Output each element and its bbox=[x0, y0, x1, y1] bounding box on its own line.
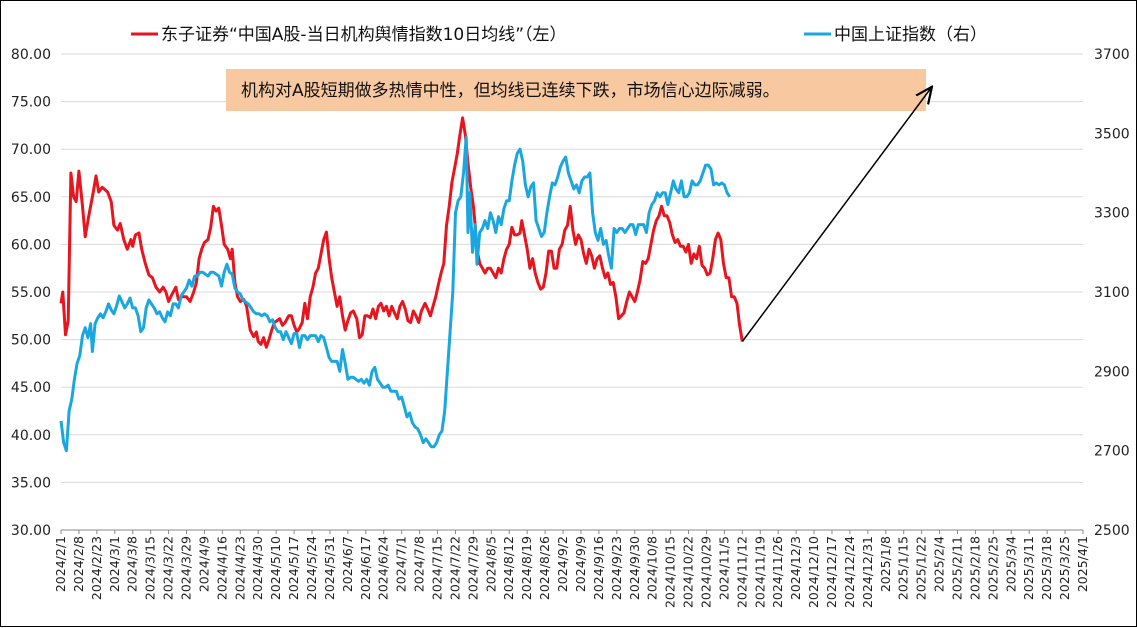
x-tick-label: 2025/2/25 bbox=[985, 536, 1000, 600]
x-tick-label: 2024/6/24 bbox=[376, 536, 391, 600]
x-tick-label: 2024/4/30 bbox=[250, 536, 265, 600]
right-tick-label: 3300 bbox=[1094, 206, 1130, 222]
right-tick-label: 3500 bbox=[1094, 126, 1130, 142]
x-tick-label: 2024/11/5 bbox=[716, 536, 731, 600]
x-tick-label: 2024/7/15 bbox=[430, 536, 445, 600]
right-tick-label: 2900 bbox=[1094, 364, 1130, 380]
legend-label-right-series: 中国上证指数（右） bbox=[834, 25, 987, 45]
x-tick-label: 2024/3/1 bbox=[107, 536, 122, 592]
x-tick-label: 2024/6/17 bbox=[358, 536, 373, 600]
x-tick-label: 2024/12/31 bbox=[860, 536, 875, 608]
left-tick-label: 70.00 bbox=[11, 142, 51, 158]
x-tick-label: 2025/2/11 bbox=[949, 536, 964, 600]
x-tick-label: 2025/2/18 bbox=[967, 536, 982, 600]
x-tick-label: 2024/10/8 bbox=[645, 536, 660, 600]
x-tick-label: 2025/1/15 bbox=[896, 536, 911, 600]
x-tick-label: 2025/3/25 bbox=[1057, 536, 1072, 600]
left-tick-label: 60.00 bbox=[11, 237, 51, 253]
right-tick-label: 3100 bbox=[1094, 285, 1130, 301]
x-tick-label: 2024/11/12 bbox=[734, 536, 749, 608]
x-tick-label: 2024/5/10 bbox=[268, 536, 283, 600]
left-tick-label: 35.00 bbox=[11, 475, 51, 491]
x-tick-label: 2024/9/16 bbox=[591, 536, 606, 600]
x-tick-label: 2024/11/26 bbox=[770, 536, 785, 608]
x-tick-label: 2024/9/23 bbox=[609, 536, 624, 600]
left-tick-label: 50.00 bbox=[11, 333, 51, 349]
legend-label-left-series: 东子证券“中国A股-当日机构舆情指数10日均线”（左） bbox=[161, 25, 567, 45]
right-tick-label: 2700 bbox=[1094, 444, 1130, 460]
series-line-sentiment-index bbox=[59, 116, 744, 349]
left-tick-label: 45.00 bbox=[11, 380, 51, 396]
x-tick-label: 2024/9/9 bbox=[573, 536, 588, 592]
right-tick-label: 2500 bbox=[1094, 523, 1130, 539]
x-tick-label: 2024/3/29 bbox=[179, 536, 194, 600]
left-tick-label: 55.00 bbox=[11, 285, 51, 301]
x-tick-label: 2025/3/18 bbox=[1039, 536, 1054, 600]
x-tick-label: 2024/3/22 bbox=[161, 536, 176, 600]
x-tick-label: 2024/5/24 bbox=[304, 536, 319, 600]
x-tick-label: 2025/1/8 bbox=[878, 536, 893, 592]
x-tick-label: 2024/11/19 bbox=[752, 536, 767, 608]
left-axis: 30.00 35.00 40.00 45.00 50.00 55.00 60.00 65.00… bbox=[11, 47, 51, 539]
x-tick-label: 2024/12/17 bbox=[824, 536, 839, 608]
x-axis: 2024/2/1 2024/2/8 2024/2/23 2024/3/1 2024/3/… bbox=[53, 530, 1090, 608]
left-tick-label: 65.00 bbox=[11, 190, 51, 206]
left-tick-label: 30.00 bbox=[11, 523, 51, 539]
x-tick-label: 2024/10/29 bbox=[698, 536, 713, 608]
series-line-shanghai-index bbox=[59, 135, 732, 453]
left-tick-label: 75.00 bbox=[11, 95, 51, 111]
series-lines bbox=[59, 116, 744, 453]
x-tick-label: 2024/7/29 bbox=[465, 536, 480, 600]
x-tick-label: 2024/8/26 bbox=[537, 536, 552, 600]
annotation-text: 机构对A股短期做多热情中性，但均线已连续下跌，市场信心边际减弱。 bbox=[241, 81, 780, 101]
annotation-box bbox=[226, 69, 926, 111]
x-tick-label: 2024/5/17 bbox=[286, 536, 301, 600]
left-tick-label: 80.00 bbox=[11, 47, 51, 63]
x-tick-label: 2024/3/8 bbox=[125, 536, 140, 592]
x-tick-label: 2024/2/1 bbox=[53, 536, 68, 592]
x-tick-label: 2024/2/8 bbox=[71, 536, 86, 592]
x-tick-label: 2024/2/23 bbox=[89, 536, 104, 600]
x-tick-label: 2024/7/8 bbox=[412, 536, 427, 592]
x-tick-label: 2025/4/1 bbox=[1075, 536, 1090, 592]
x-tick-label: 2024/9/2 bbox=[555, 536, 570, 592]
x-tick-label: 2024/8/12 bbox=[501, 536, 516, 600]
annotation-arrow bbox=[741, 88, 931, 342]
x-tick-label: 2025/2/4 bbox=[932, 536, 947, 592]
x-tick-label: 2024/3/15 bbox=[143, 536, 158, 600]
x-tick-label: 2024/4/16 bbox=[214, 536, 229, 600]
x-tick-label: 2024/9/30 bbox=[627, 536, 642, 600]
x-tick-label: 2024/6/7 bbox=[340, 536, 355, 592]
x-tick-label: 2024/4/23 bbox=[232, 536, 247, 600]
x-tick-label: 2024/7/1 bbox=[394, 536, 409, 592]
x-tick-label: 2025/3/4 bbox=[1003, 536, 1018, 592]
x-tick-label: 2024/4/9 bbox=[196, 536, 211, 592]
x-tick-label: 2024/8/19 bbox=[519, 536, 534, 600]
right-axis: 2500 2700 2900 3100 3300 3500 3700 bbox=[1094, 47, 1130, 539]
x-tick-label: 2025/3/11 bbox=[1021, 536, 1036, 600]
x-tick-label: 2024/12/3 bbox=[788, 536, 803, 600]
x-tick-label: 2025/1/22 bbox=[914, 536, 929, 600]
x-tick-label: 2024/8/5 bbox=[483, 536, 498, 592]
x-tick-label: 2024/10/22 bbox=[681, 536, 696, 608]
gridlines bbox=[61, 53, 1083, 531]
annotation: 机构对A股短期做多热情中性，但均线已连续下跌，市场信心边际减弱。 bbox=[226, 69, 931, 342]
right-tick-label: 3700 bbox=[1094, 47, 1130, 63]
x-tick-label: 2024/12/10 bbox=[806, 536, 821, 608]
x-tick-label: 2024/10/15 bbox=[663, 536, 678, 608]
x-tick-label: 2024/7/22 bbox=[447, 536, 462, 600]
legend: 东子证券“中国A股-当日机构舆情指数10日均线”（左） 中国上证指数（右） bbox=[131, 25, 987, 45]
x-tick-label: 2024/12/24 bbox=[842, 536, 857, 608]
left-tick-label: 40.00 bbox=[11, 428, 51, 444]
x-tick-label: 2024/5/31 bbox=[322, 536, 337, 600]
